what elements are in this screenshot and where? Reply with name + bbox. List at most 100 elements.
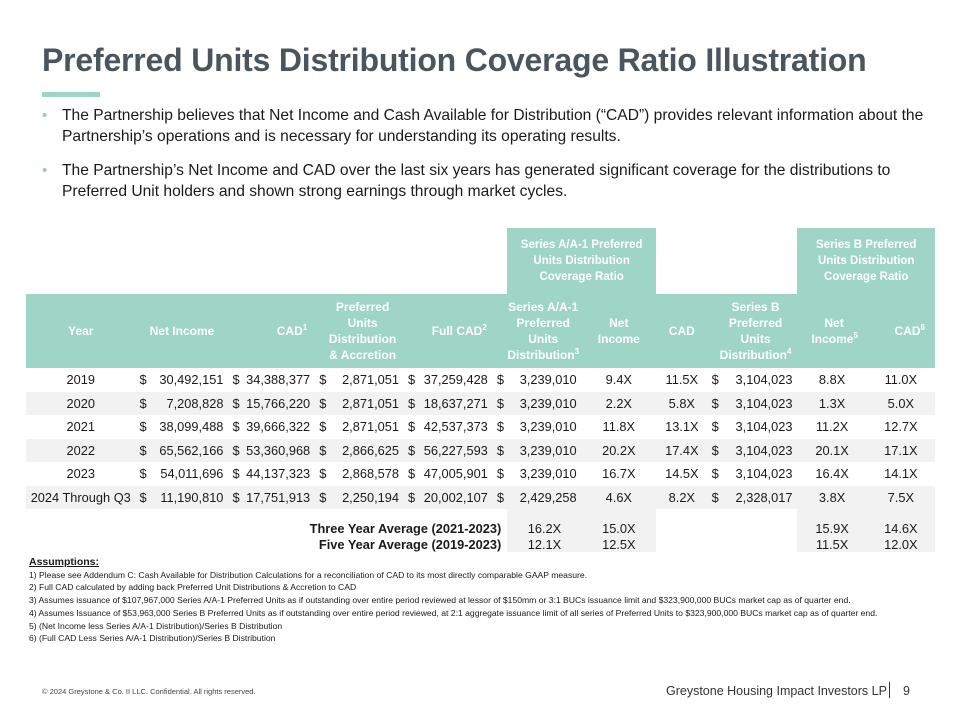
full-cad-value: 18,637,271	[418, 391, 493, 415]
bullet-item: • The Partnership’s Net Income and CAD o…	[42, 160, 932, 202]
a-cad-average: 12.5X	[581, 536, 656, 552]
net-income-value: 7,208,828	[149, 391, 229, 415]
series-b-distribution-value: 3,104,023	[722, 391, 798, 415]
a-cad-coverage: 8.2X	[655, 485, 708, 509]
currency-symbol: $	[232, 372, 240, 388]
page-number: 9	[903, 684, 910, 698]
net-income-value: 11,190,810	[149, 485, 229, 509]
series-b-distribution-value: 3,104,023	[722, 438, 798, 462]
series-b-distribution-value: 2,328,017	[722, 485, 798, 509]
currency-symbol: $	[315, 438, 330, 462]
b-net-income-average: 15.9X	[797, 520, 867, 536]
cad-value: 15,766,220	[242, 391, 316, 415]
col-header-full-cad: Full CAD2	[404, 294, 493, 368]
assumption-item: 1) Please see Addendum C: Cash Available…	[29, 569, 588, 580]
currency-symbol: $	[707, 438, 723, 462]
currency-symbol: $	[232, 466, 240, 482]
col-header-preferred-distribution: Preferred Units Distribution & Accretion	[315, 294, 404, 368]
b-cad-coverage: 5.0X	[866, 391, 935, 415]
cad-value: 17,751,913	[242, 485, 316, 509]
bullet-text: The Partnership’s Net Income and CAD ove…	[62, 162, 891, 200]
assumption-item: 4) Assumes Issuance of $53,963,000 Serie…	[29, 607, 878, 618]
row-year: 2022	[26, 438, 136, 462]
preferred-distribution-value: 2,250,194	[329, 485, 404, 509]
intro-bullets: • The Partnership believes that Net Inco…	[42, 105, 932, 215]
assumption-item: 5) (Net Income less Series A/A-1 Distrib…	[29, 620, 283, 631]
currency-symbol: $	[232, 419, 240, 435]
currency-symbol: $	[139, 372, 147, 388]
coverage-ratio-table: Series A/A-1 Preferred Units Distributio…	[26, 228, 935, 552]
series-a-coverage-group-header: Series A/A-1 Preferred Units Distributio…	[507, 228, 656, 294]
row-year: 2024 Through Q3	[26, 485, 136, 509]
col-header-b-net-income: Net Income5	[797, 294, 867, 368]
assumption-item: 3) Assumes issuance of $107,967,000 Seri…	[29, 595, 851, 606]
cad-value: 39,666,322	[246, 419, 311, 435]
a-net-income-coverage: 16.7X	[602, 466, 636, 482]
col-header-net-income: Net Income	[135, 294, 229, 368]
table-row: 2020 $7,208,828 $15,766,220 $2,871,051 $18,6…	[26, 391, 935, 415]
b-cad-average: 12.0X	[866, 536, 935, 552]
bullet-item: • The Partnership believes that Net Inco…	[42, 105, 932, 147]
currency-symbol: $	[228, 485, 243, 509]
row-year: 2021	[66, 419, 95, 435]
preferred-distribution-value: 2,871,051	[342, 419, 399, 435]
col-header-series-b-distribution: Series B Preferred Units Distribution4	[707, 294, 798, 368]
average-label: Three Year Average (2021-2023)	[309, 520, 502, 536]
currency-symbol: $	[408, 466, 416, 482]
b-cad-coverage: 14.1X	[884, 466, 918, 482]
net-income-value: 65,562,166	[149, 438, 229, 462]
currency-symbol: $	[492, 485, 508, 509]
b-net-income-coverage: 8.8X	[818, 372, 846, 388]
col-header-year: Year	[26, 294, 136, 368]
series-a-distribution-value: 3,239,010	[507, 438, 582, 462]
series-a-distribution-value: 3,239,010	[519, 466, 577, 482]
b-cad-coverage: 11.0X	[884, 372, 918, 388]
currency-symbol: $	[496, 466, 504, 482]
currency-symbol: $	[315, 485, 330, 509]
row-year: 2023	[66, 466, 95, 482]
table-row: 2022 $65,562,166 $53,360,968 $2,866,625 $56,…	[26, 438, 935, 462]
footer-copyright: © 2024 Greystone & Co. II LLC. Confident…	[42, 687, 256, 696]
b-net-income-coverage: 16.4X	[815, 466, 849, 482]
b-net-income-coverage: 20.1X	[797, 438, 867, 462]
series-b-distribution-value: 3,104,023	[735, 466, 793, 482]
preferred-distribution-value: 2,871,051	[342, 372, 399, 388]
preferred-distribution-value: 2,866,625	[329, 438, 404, 462]
series-b-coverage-group-header: Series B Preferred Units Distribution Co…	[797, 228, 935, 294]
bullet-text: The Partnership believes that Net Income…	[62, 107, 924, 145]
page-title: Preferred Units Distribution Coverage Ra…	[42, 42, 867, 78]
currency-symbol: $	[711, 372, 719, 388]
currency-symbol: $	[492, 391, 508, 415]
currency-symbol: $	[711, 419, 719, 435]
currency-symbol: $	[404, 438, 419, 462]
col-header-series-a-distribution: Series A/A-1 Preferred Units Distributio…	[492, 294, 582, 368]
full-cad-value: 42,537,373	[423, 419, 488, 435]
average-label: Five Year Average (2019-2023)	[318, 536, 502, 552]
bullet-marker-icon: •	[42, 107, 48, 124]
preferred-distribution-value: 2,871,051	[329, 391, 404, 415]
currency-symbol: $	[139, 466, 147, 482]
bullet-marker-icon: •	[42, 162, 48, 179]
currency-symbol: $	[139, 419, 147, 435]
table-body: 2019 $30,492,151 $34,388,377 $2,871,051 $37,…	[26, 368, 935, 509]
assumption-item: 6) (Full CAD Less Series A/A-1 Distribut…	[29, 633, 276, 644]
table-row: Three Year Average (2021-2023) 16.2X 15.…	[26, 520, 935, 536]
series-a-distribution-value: 3,239,010	[507, 391, 582, 415]
b-net-income-coverage: 1.3X	[797, 391, 867, 415]
currency-symbol: $	[404, 391, 419, 415]
currency-symbol: $	[707, 391, 723, 415]
currency-symbol: $	[135, 485, 150, 509]
series-b-distribution-value: 3,104,023	[735, 372, 793, 388]
currency-symbol: $	[496, 419, 504, 435]
currency-symbol: $	[492, 438, 508, 462]
b-net-income-coverage: 11.2X	[815, 419, 849, 435]
currency-symbol: $	[135, 438, 150, 462]
a-cad-coverage: 11.5X	[665, 372, 699, 388]
assumption-item: 2) Full CAD calculated by adding back Pr…	[29, 582, 357, 593]
currency-symbol: $	[408, 372, 416, 388]
a-cad-coverage: 13.1X	[665, 419, 699, 435]
currency-symbol: $	[315, 391, 330, 415]
full-cad-value: 56,227,593	[418, 438, 493, 462]
a-cad-coverage: 5.8X	[655, 391, 708, 415]
a-net-income-coverage: 11.8X	[602, 419, 636, 435]
